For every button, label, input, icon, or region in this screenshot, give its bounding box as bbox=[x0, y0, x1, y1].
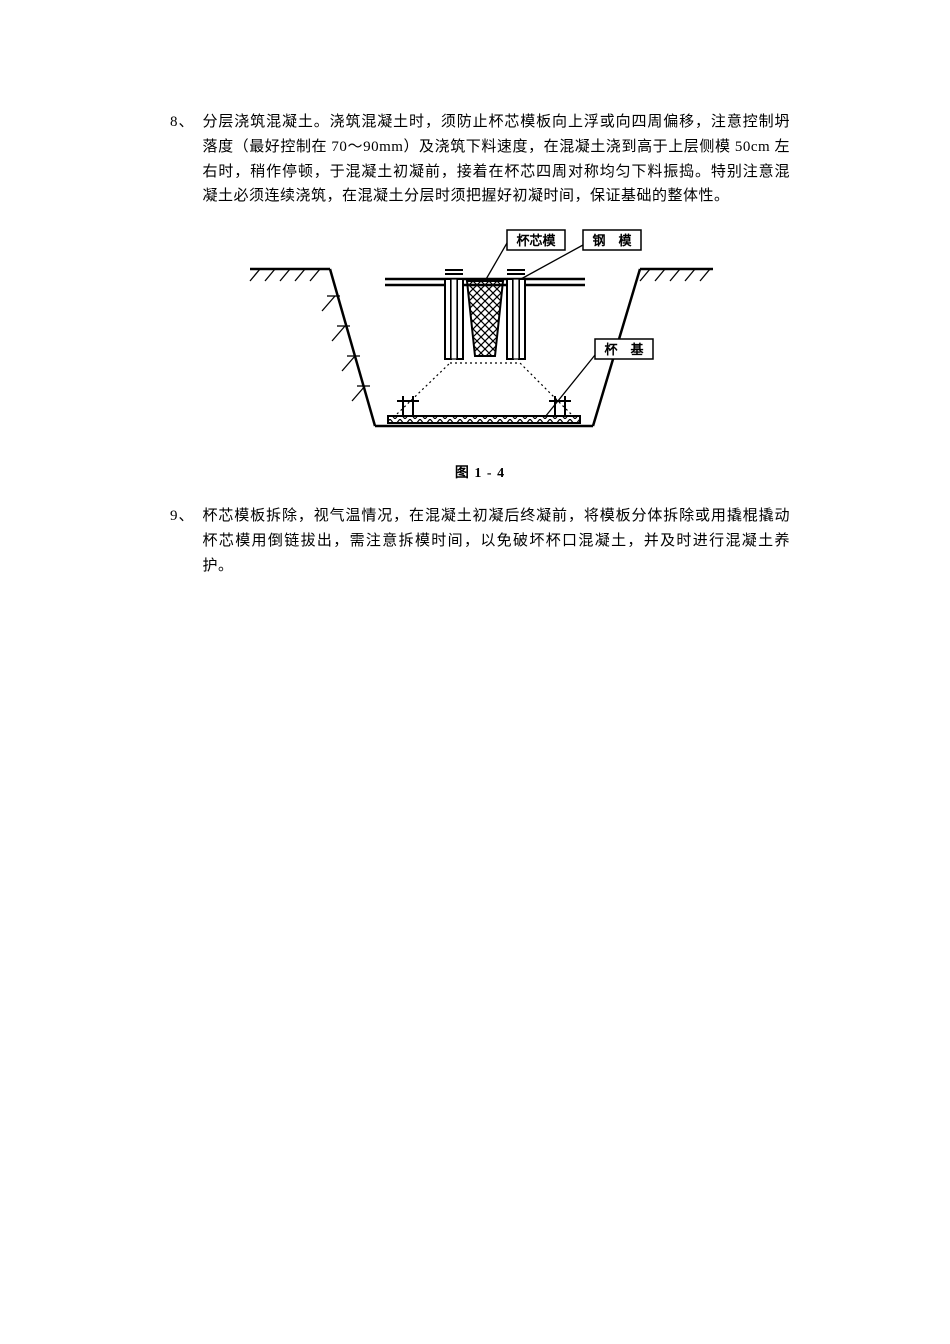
figure-1-4: 杯芯模 钢 模 杯 基 图 1 - 4 bbox=[170, 221, 790, 482]
list-item-9: 9、 杯芯模板拆除，视气温情况，在混凝土初凝后终凝前，将模板分体拆除或用撬棍撬动… bbox=[170, 504, 790, 578]
figure-caption: 图 1 - 4 bbox=[455, 462, 505, 482]
item-number: 8、 bbox=[170, 110, 203, 209]
list-item-8: 8、 分层浇筑混凝土。浇筑混凝土时，须防止杯芯模板向上浮或向四周偏移，注意控制坍… bbox=[170, 110, 790, 209]
diagram-svg: 杯芯模 钢 模 杯 基 bbox=[245, 221, 715, 456]
label-cup-base: 杯 基 bbox=[604, 342, 644, 357]
label-cup-core-mould: 杯芯模 bbox=[516, 233, 556, 248]
item-text: 杯芯模板拆除，视气温情况，在混凝土初凝后终凝前，将模板分体拆除或用撬棍撬动杯芯模… bbox=[203, 504, 790, 578]
item-text: 分层浇筑混凝土。浇筑混凝土时，须防止杯芯模板向上浮或向四周偏移，注意控制坍落度（… bbox=[203, 110, 790, 209]
label-steel-mould: 钢 模 bbox=[592, 233, 632, 248]
item-number: 9、 bbox=[170, 504, 203, 578]
